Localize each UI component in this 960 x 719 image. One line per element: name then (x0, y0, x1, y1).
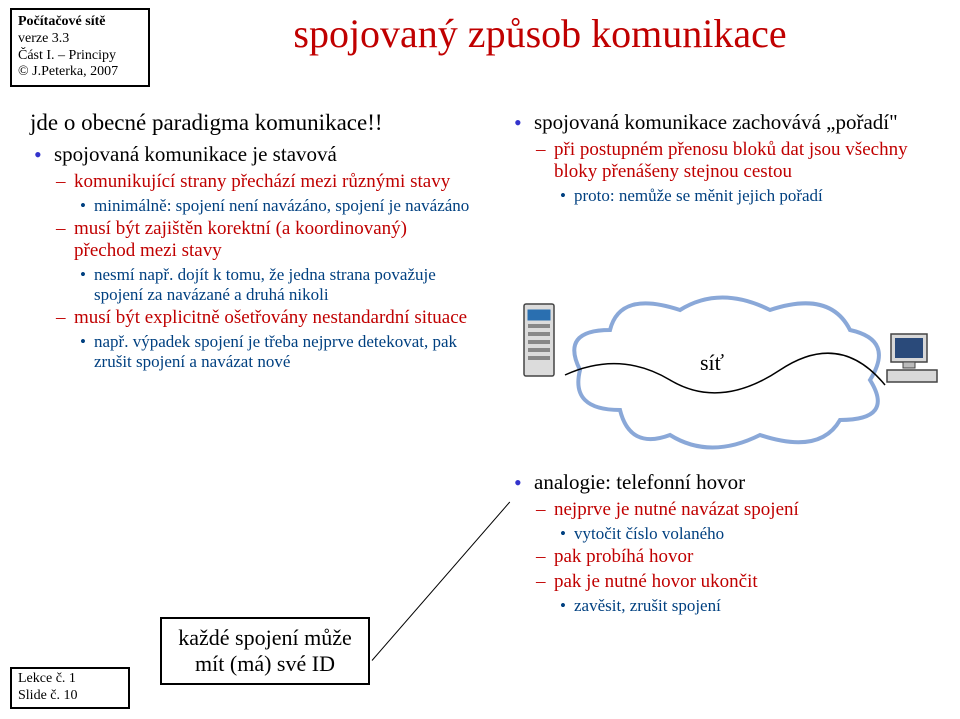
left-b3b: nesmí např. dojít k tomu, že jedna stran… (30, 265, 470, 305)
right-b2b: nejprve je nutné navázat spojení (510, 499, 940, 521)
left-column: jde o obecné paradigma komunikace!! spoj… (30, 110, 470, 374)
right-b3a: proto: nemůže se měnit jejich pořadí (510, 186, 940, 206)
left-b2b: musí být zajištěn korektní (a koordinova… (30, 218, 470, 262)
left-intro: jde o obecné paradigma komunikace!! (30, 110, 470, 136)
left-b3a: minimálně: spojení není navázáno, spojen… (30, 196, 470, 216)
right-b3b: vytočit číslo volaného (510, 524, 940, 544)
cloud-label: síť (700, 350, 724, 376)
footer-line-1: Lekce č. 1 (18, 671, 122, 688)
header-line-2: verze 3.3 (18, 31, 142, 48)
right-b3d: zavěsit, zrušit spojení (510, 596, 940, 616)
right-b1: spojovaná komunikace zachovává „pořadí" (510, 110, 940, 135)
slide: Počítačové sítě verze 3.3 Část I. – Prin… (0, 0, 960, 719)
header-line-3: Část I. – Principy (18, 48, 142, 65)
right-b2a: při postupném přenosu bloků dat jsou vše… (510, 139, 940, 183)
right-b2d: pak je nutné hovor ukončit (510, 571, 940, 593)
header-box: Počítačové sítě verze 3.3 Část I. – Prin… (10, 8, 150, 87)
header-line-1: Počítačové sítě (18, 14, 142, 31)
pc-icon (885, 330, 940, 385)
right-column-lower: analogie: telefonní hovor nejprve je nut… (510, 470, 940, 618)
connection-id-box: každé spojení může mít (má) své ID (160, 617, 370, 685)
right-b1b: analogie: telefonní hovor (510, 470, 940, 495)
header-line-4: © J.Peterka, 2007 (18, 64, 142, 81)
left-b2a: komunikující strany přechází mezi různým… (30, 171, 470, 193)
left-b3c: např. výpadek spojení je třeba nejprve d… (30, 332, 470, 372)
right-b2c: pak probíhá hovor (510, 546, 940, 568)
network-cloud-icon (560, 290, 890, 460)
footer-line-2: Slide č. 10 (18, 688, 122, 705)
left-b2c: musí být explicitně ošetřovány nestandar… (30, 307, 470, 329)
slide-title: spojovaný způsob komunikace (190, 10, 890, 57)
server-icon (520, 300, 558, 380)
footer-box: Lekce č. 1 Slide č. 10 (10, 667, 130, 709)
right-column: spojovaná komunikace zachovává „pořadí" … (510, 110, 940, 208)
leader-line (372, 502, 511, 661)
left-b1: spojovaná komunikace je stavová (30, 142, 470, 167)
